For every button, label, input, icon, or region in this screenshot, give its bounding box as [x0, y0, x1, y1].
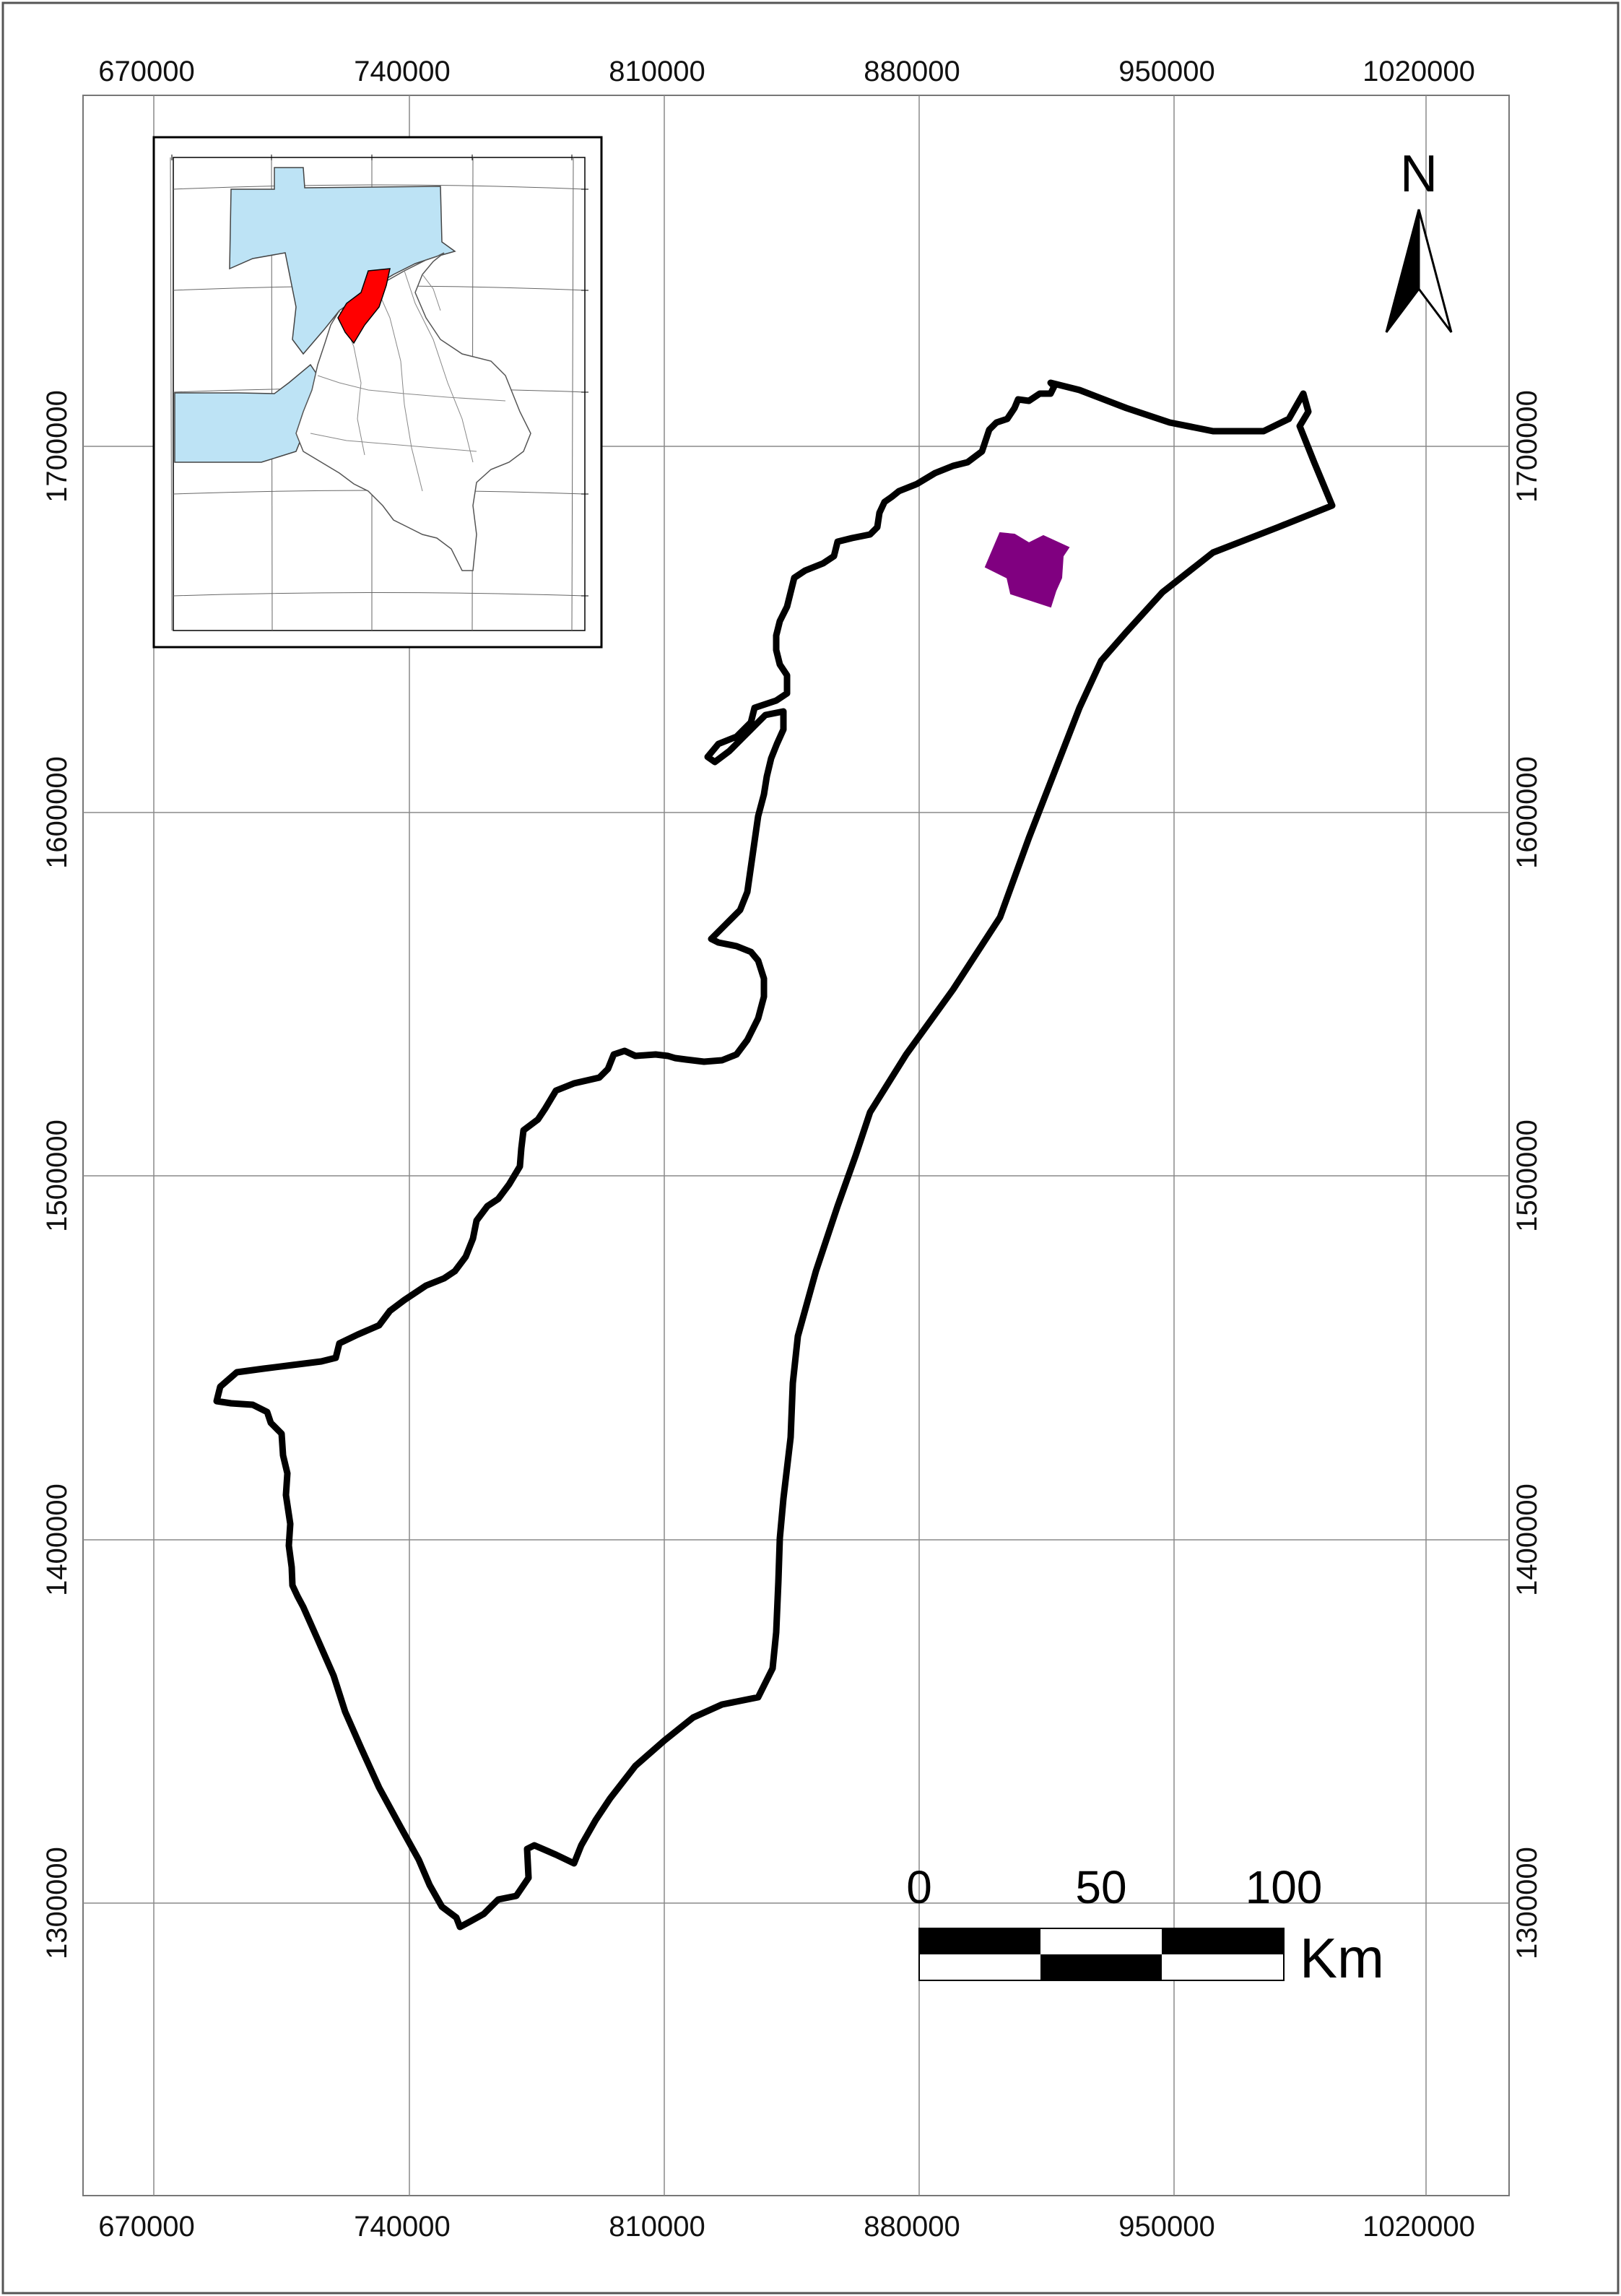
- northing-labels-left: 1700000 1600000 1500000 1400000 1300000: [41, 390, 73, 1959]
- easting-label: 1020000: [1363, 56, 1475, 87]
- easting-labels-bottom: 670000 740000 810000 880000 950000 10200…: [98, 2211, 1475, 2243]
- easting-label: 950000: [1118, 2211, 1214, 2243]
- easting-label: 880000: [864, 56, 960, 87]
- northing-label: 1400000: [41, 1483, 73, 1596]
- study-area: [984, 532, 1070, 608]
- easting-label: 880000: [864, 2211, 960, 2243]
- easting-label: 740000: [354, 56, 450, 87]
- easting-label: 740000: [354, 2211, 450, 2243]
- inset-map: [152, 136, 603, 649]
- northing-label: 1300000: [41, 1847, 73, 1959]
- northing-labels-right: 1700000 1600000 1500000 1400000 1300000: [1511, 390, 1543, 1959]
- scale-label-50: 50: [1075, 1861, 1126, 1913]
- scale-label-0: 0: [906, 1861, 932, 1913]
- northing-label: 1300000: [1511, 1847, 1543, 1959]
- scale-label-100: 100: [1246, 1861, 1323, 1913]
- scale-bar: 0 50 100 Km: [906, 1861, 1384, 1990]
- easting-labels-top: 670000 740000 810000 880000 950000 10200…: [98, 56, 1475, 87]
- northing-label: 1500000: [1511, 1119, 1543, 1232]
- north-arrow-icon: [1385, 209, 1453, 333]
- north-arrow: N: [1385, 145, 1453, 333]
- grid-lines: [83, 95, 1509, 2196]
- northing-label: 1700000: [1511, 390, 1543, 503]
- easting-label: 810000: [609, 56, 705, 87]
- region-outline: [213, 379, 1336, 1931]
- inset-department-lines: [310, 270, 506, 492]
- easting-label: 1020000: [1363, 2211, 1475, 2243]
- northing-label: 1400000: [1511, 1483, 1543, 1596]
- easting-label: 810000: [609, 2211, 705, 2243]
- northing-label: 1700000: [41, 390, 73, 503]
- easting-label: 950000: [1118, 56, 1214, 87]
- easting-label: 670000: [98, 2211, 194, 2243]
- inset-ticks: [171, 155, 588, 597]
- north-label: N: [1400, 145, 1438, 203]
- easting-label: 670000: [98, 56, 194, 87]
- inset-neatline: [173, 157, 586, 631]
- northing-label: 1600000: [41, 756, 73, 869]
- northing-label: 1500000: [41, 1119, 73, 1232]
- scale-unit: Km: [1300, 1926, 1384, 1990]
- inset-highlight-region: [337, 268, 391, 345]
- northing-label: 1600000: [1511, 756, 1543, 869]
